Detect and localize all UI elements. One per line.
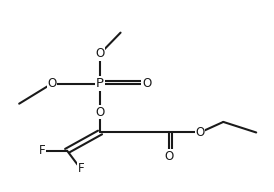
Text: F: F: [78, 162, 84, 175]
Text: F: F: [39, 144, 46, 157]
Text: O: O: [47, 77, 57, 90]
Text: O: O: [164, 150, 173, 163]
Text: O: O: [195, 126, 205, 139]
Text: O: O: [142, 77, 151, 90]
Text: O: O: [95, 106, 105, 119]
Text: P: P: [96, 77, 104, 90]
Text: O: O: [95, 47, 105, 60]
